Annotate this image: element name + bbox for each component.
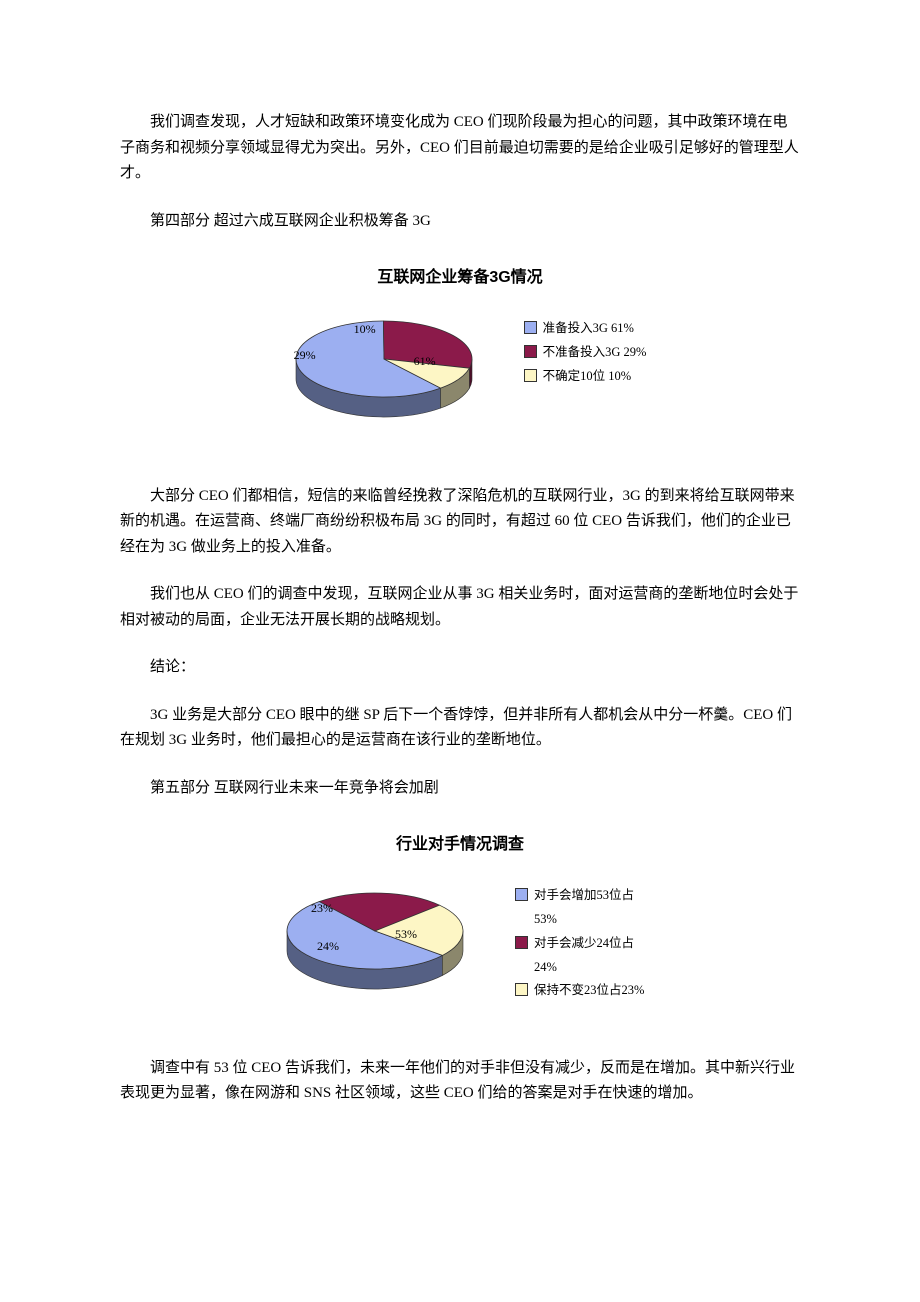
legend-swatch xyxy=(524,321,537,334)
pie-chart: 53% 24% 23% xyxy=(265,876,495,1016)
document-page: 我们调查发现，人才短缺和政策环境变化成为 CEO 们现阶段最为担心的问题，其中政… xyxy=(0,0,920,1189)
pie-slice-label: 29% xyxy=(294,345,316,365)
legend-label: 保持不变23位占23% xyxy=(534,979,644,1003)
legend-label: 准备投入3G 61% xyxy=(543,317,634,341)
paragraph: 3G 业务是大部分 CEO 眼中的继 SP 后下一个香饽饽，但并非所有人都机会从… xyxy=(120,703,800,754)
legend-item: 准备投入3G 61% xyxy=(524,317,647,341)
pie-slice-label: 24% xyxy=(317,936,339,956)
paragraph: 我们调查发现，人才短缺和政策环境变化成为 CEO 们现阶段最为担心的问题，其中政… xyxy=(120,110,800,187)
legend-swatch xyxy=(515,936,528,949)
chart-legend: 对手会增加53位占53%对手会减少24位占24%保持不变23位占23% xyxy=(515,884,655,1003)
legend-item: 对手会减少24位占24% xyxy=(515,932,655,980)
legend-item: 保持不变23位占23% xyxy=(515,979,655,1003)
paragraph: 调查中有 53 位 CEO 告诉我们，未来一年他们的对手非但没有减少，反而是在增… xyxy=(120,1056,800,1107)
legend-swatch xyxy=(515,983,528,996)
legend-item: 不准备投入3G 29% xyxy=(524,341,647,365)
chart-title: 互联网企业筹备3G情况 xyxy=(120,264,800,291)
paragraph: 我们也从 CEO 们的调查中发现，互联网企业从事 3G 相关业务时，面对运营商的… xyxy=(120,582,800,633)
chart-competitor-survey: 行业对手情况调查 53% 24% 23% 对手会增加53位占53%对手会减少24位占… xyxy=(120,831,800,1016)
legend-swatch xyxy=(524,369,537,382)
pie-slice-label: 61% xyxy=(414,351,436,371)
chart-row: 53% 24% 23% 对手会增加53位占53%对手会减少24位占24%保持不变23… xyxy=(120,876,800,1016)
legend-label: 对手会增加53位占53% xyxy=(534,884,655,932)
legend-label: 不确定10位 10% xyxy=(543,365,632,389)
pie-slice-label: 23% xyxy=(311,898,333,918)
legend-swatch xyxy=(524,345,537,358)
paragraph: 大部分 CEO 们都相信，短信的来临曾经挽救了深陷危机的互联网行业，3G 的到来… xyxy=(120,484,800,561)
legend-label: 对手会减少24位占24% xyxy=(534,932,655,980)
legend-item: 对手会增加53位占53% xyxy=(515,884,655,932)
chart-legend: 准备投入3G 61%不准备投入3G 29%不确定10位 10% xyxy=(524,317,647,388)
pie-slice-label: 53% xyxy=(395,924,417,944)
section-heading-part4: 第四部分 超过六成互联网企业积极筹备 3G xyxy=(120,209,800,235)
chart-row: 61% 29% 10% 准备投入3G 61%不准备投入3G 29%不确定10位 10… xyxy=(120,309,800,444)
legend-swatch xyxy=(515,888,528,901)
conclusion-label: 结论： xyxy=(120,655,800,681)
pie-chart: 61% 29% 10% xyxy=(274,309,504,444)
section-heading-part5: 第五部分 互联网行业未来一年竞争将会加剧 xyxy=(120,776,800,802)
chart-title: 行业对手情况调查 xyxy=(120,831,800,858)
pie-slice-label: 10% xyxy=(354,319,376,339)
legend-label: 不准备投入3G 29% xyxy=(543,341,647,365)
legend-item: 不确定10位 10% xyxy=(524,365,647,389)
chart-3g-preparation: 互联网企业筹备3G情况 61% 29% 10% 准备投入3G 61%不准备投入3G … xyxy=(120,264,800,444)
